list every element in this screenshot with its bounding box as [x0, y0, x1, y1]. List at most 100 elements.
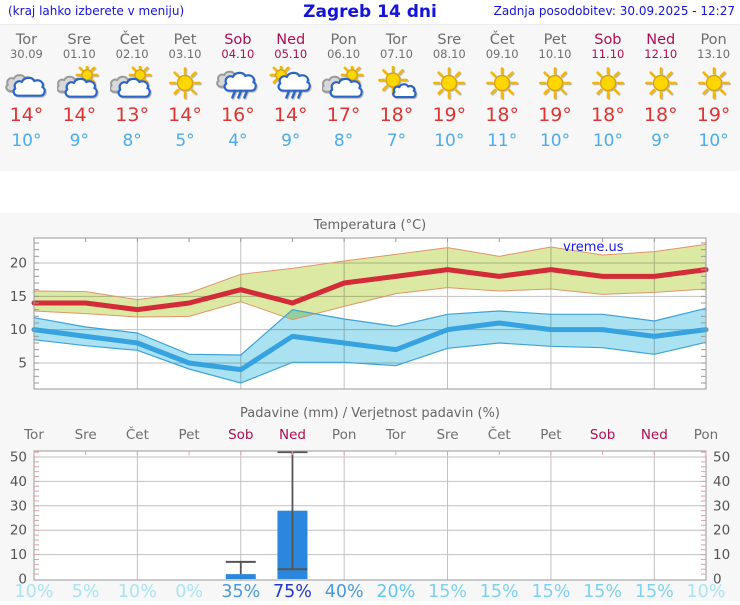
temp-ytick-label: 10	[10, 322, 27, 338]
partly-icon	[57, 66, 99, 98]
day-date: 08.10	[432, 47, 466, 61]
max-temp-line	[31, 267, 709, 313]
sunny-icon	[486, 67, 519, 99]
day-column: Pet 10.10 19° 10°	[529, 25, 582, 171]
precip-ytick-label-left: 30	[10, 498, 27, 514]
precip-day-label: Pet	[540, 427, 561, 443]
temp-ytick-label: 15	[10, 289, 27, 305]
partly-icon	[110, 66, 152, 98]
day-name: Tor	[15, 32, 38, 48]
precip-probability-label: 10%	[687, 582, 726, 601]
day-date: 02.10	[115, 47, 149, 61]
day-name: Sob	[594, 32, 622, 48]
high-temp: 14°	[62, 104, 97, 126]
high-temp: 18°	[485, 104, 519, 126]
day-date: 04.10	[221, 47, 255, 61]
temp-ytick-label: 5	[18, 356, 27, 372]
day-name: Sre	[67, 32, 92, 48]
precip-probability-label: 0%	[175, 582, 203, 601]
precip-probability-label: 20%	[376, 582, 415, 601]
precip-probability-label: 5%	[72, 582, 100, 601]
day-column: Ned 05.10 14° 9°	[264, 25, 317, 171]
day-name: Pon	[700, 32, 727, 48]
high-temp: 16°	[221, 104, 255, 126]
precip-ytick-label-right: 40	[713, 474, 730, 490]
precip-probability-label: 15%	[531, 582, 570, 601]
day-name: Ned	[276, 32, 306, 48]
cloudy-icon	[5, 74, 47, 97]
precip-day-label: Čet	[126, 425, 149, 443]
precip-day-label: Sre	[436, 427, 458, 443]
high-temp: 18°	[591, 104, 625, 126]
day-column: Sob 04.10 16° 4°	[211, 25, 264, 171]
high-temp: 18°	[379, 104, 414, 126]
precip-day-label: Pon	[694, 427, 718, 443]
sunny-icon	[539, 67, 571, 99]
min-band-lower-edge	[33, 339, 707, 384]
day-column: Sob 11.10 18° 10°	[581, 25, 634, 171]
day-column: Sre 08.10 19° 10°	[423, 25, 476, 171]
day-column: Ned 12.10 18° 9°	[634, 25, 687, 171]
day-date: 09.10	[485, 47, 519, 61]
precip-ytick-label-right: 20	[713, 523, 730, 539]
low-temp: 7°	[386, 131, 407, 151]
day-date: 11.10	[591, 47, 625, 61]
watermark-link[interactable]: vreme.us	[563, 240, 624, 255]
low-temp: 9°	[651, 131, 671, 151]
high-temp: 19°	[696, 104, 731, 126]
precip-ytick-label-left: 40	[10, 474, 27, 490]
day-column: Tor 07.10 18° 7°	[370, 25, 423, 171]
day-name: Sob	[224, 32, 252, 48]
day-date: 07.10	[379, 47, 413, 61]
page-header: (kraj lahko izberete v meniju) Zagreb 14…	[0, 0, 740, 24]
day-date: 06.10	[327, 47, 361, 61]
day-date: 30.09	[9, 47, 43, 61]
day-name: Pet	[543, 32, 567, 48]
high-temp: 14°	[168, 104, 202, 126]
low-temp: 10°	[539, 131, 571, 151]
sun-rain-icon	[269, 66, 311, 99]
max-band-upper-edge	[33, 243, 707, 301]
day-date: 05.10	[274, 47, 308, 61]
precip-day-label: Čet	[488, 425, 511, 443]
precip-probability-label: 15%	[583, 582, 622, 601]
day-date: 13.10	[697, 47, 731, 61]
day-name: Ned	[646, 32, 676, 48]
day-name: Pet	[173, 32, 197, 48]
precip-probability-label: 40%	[325, 582, 364, 601]
sunny-icon	[591, 67, 624, 99]
precip-day-label: Tor	[23, 427, 44, 443]
precip-ytick-label-right: 0	[713, 572, 722, 588]
precip-probability-label: 35%	[221, 582, 260, 601]
high-temp: 14°	[273, 104, 308, 126]
low-temp: 4°	[228, 131, 248, 151]
charts-svg: Temperatura (°C) 5 10 15 20 vreme.us Padavine …	[10, 218, 730, 602]
precip-probability-label: 75%	[273, 582, 312, 601]
precip-ytick-label-left: 0	[18, 572, 27, 588]
page-title: Zagreb 14 dni	[303, 2, 437, 22]
low-temp: 10°	[592, 131, 623, 151]
day-column: Pet 03.10 14° 5°	[159, 25, 212, 171]
forecast-strip: Tor 30.09 14° 10° Sre 01.10 14° 9° Čet 02.10 13° 8°…	[0, 24, 740, 171]
precip-day-label: Sre	[75, 427, 97, 443]
day-name: Sre	[437, 32, 462, 48]
region-note: (kraj lahko izberete v meniju)	[8, 4, 185, 18]
low-temp: 8°	[333, 131, 354, 151]
temp-chart-title: Temperatura (°C)	[313, 218, 426, 233]
precip-day-label: Tor	[385, 427, 406, 443]
low-temp: 9°	[69, 131, 89, 151]
sunny-icon	[169, 67, 201, 99]
precip-probability-label: 10%	[118, 582, 157, 601]
high-temp: 17°	[326, 104, 361, 126]
precip-ytick-label-left: 20	[10, 523, 27, 539]
precip-ytick-label-left: 10	[10, 547, 27, 563]
day-date: 10.10	[538, 47, 572, 61]
precip-day-label: Sob	[228, 427, 253, 443]
precip-plot-area	[34, 451, 706, 580]
low-temp: 9°	[281, 131, 301, 151]
low-temp: 10°	[698, 131, 729, 151]
sunny-icon	[644, 67, 677, 99]
day-name: Tor	[385, 32, 408, 48]
rain-icon	[216, 70, 257, 99]
precip-bar	[225, 574, 256, 579]
